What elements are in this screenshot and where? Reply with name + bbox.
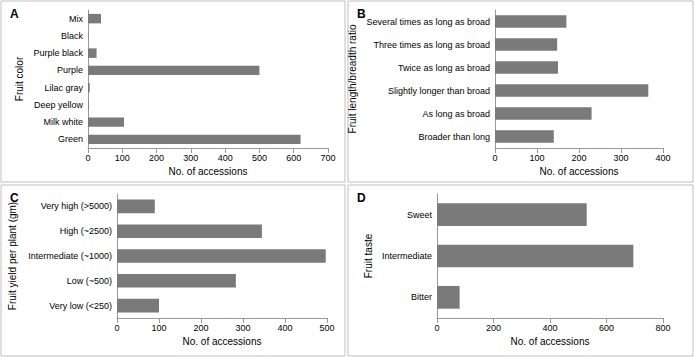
svg-text:Fruit color: Fruit color bbox=[14, 56, 25, 101]
svg-text:300: 300 bbox=[613, 153, 628, 163]
svg-text:100: 100 bbox=[529, 153, 544, 163]
svg-text:Lilac gray: Lilac gray bbox=[44, 83, 83, 93]
svg-text:Purple black: Purple black bbox=[33, 48, 83, 58]
svg-text:Three times as long as broad: Three times as long as broad bbox=[373, 40, 490, 50]
svg-text:No. of accessions: No. of accessions bbox=[511, 336, 590, 347]
svg-text:Very high (>5000): Very high (>5000) bbox=[41, 201, 112, 211]
svg-text:C: C bbox=[10, 191, 19, 205]
svg-text:600: 600 bbox=[286, 153, 301, 163]
svg-text:Sweet: Sweet bbox=[407, 210, 433, 220]
svg-text:0: 0 bbox=[434, 323, 439, 333]
svg-text:Intermediate (~1000): Intermediate (~1000) bbox=[28, 251, 112, 261]
svg-text:100: 100 bbox=[151, 323, 166, 333]
svg-text:No. of accessions: No. of accessions bbox=[540, 166, 619, 177]
svg-text:Deep yellow: Deep yellow bbox=[34, 100, 84, 110]
svg-text:0: 0 bbox=[85, 153, 90, 163]
svg-text:200: 200 bbox=[571, 153, 586, 163]
svg-text:Fruit length/breadth ratio: Fruit length/breadth ratio bbox=[347, 24, 358, 133]
svg-text:Bitter: Bitter bbox=[411, 292, 432, 302]
svg-text:200: 200 bbox=[193, 323, 208, 333]
svg-text:Intermediate: Intermediate bbox=[382, 251, 432, 261]
svg-text:Low (~500): Low (~500) bbox=[67, 276, 112, 286]
svg-text:No. of accessions: No. of accessions bbox=[169, 166, 248, 177]
svg-text:Broader than long: Broader than long bbox=[418, 132, 490, 142]
svg-text:300: 300 bbox=[235, 323, 250, 333]
svg-text:Purple: Purple bbox=[57, 65, 83, 75]
svg-text:Mix: Mix bbox=[69, 14, 83, 24]
svg-text:Milk white: Milk white bbox=[43, 117, 83, 127]
svg-text:0: 0 bbox=[492, 153, 497, 163]
svg-text:A: A bbox=[10, 7, 19, 21]
svg-text:500: 500 bbox=[319, 323, 334, 333]
svg-text:Black: Black bbox=[61, 31, 84, 41]
svg-text:600: 600 bbox=[599, 323, 614, 333]
svg-text:As long as broad: As long as broad bbox=[422, 109, 490, 119]
svg-text:700: 700 bbox=[320, 153, 335, 163]
svg-text:Very low (<250): Very low (<250) bbox=[49, 301, 112, 311]
svg-text:Green: Green bbox=[58, 134, 83, 144]
svg-text:No. of accessions: No. of accessions bbox=[183, 336, 262, 347]
svg-text:0: 0 bbox=[114, 323, 119, 333]
svg-text:D: D bbox=[357, 191, 366, 205]
svg-text:Fruit taste: Fruit taste bbox=[363, 233, 374, 278]
svg-text:100: 100 bbox=[115, 153, 130, 163]
svg-text:Several times as long as broad: Several times as long as broad bbox=[366, 17, 490, 27]
svg-text:Slightly longer than broad: Slightly longer than broad bbox=[388, 86, 490, 96]
svg-text:300: 300 bbox=[183, 153, 198, 163]
svg-text:B: B bbox=[357, 7, 366, 21]
svg-text:400: 400 bbox=[542, 323, 557, 333]
svg-text:800: 800 bbox=[655, 323, 670, 333]
svg-text:500: 500 bbox=[252, 153, 267, 163]
svg-text:400: 400 bbox=[655, 153, 670, 163]
svg-text:200: 200 bbox=[149, 153, 164, 163]
svg-text:High (~2500): High (~2500) bbox=[60, 226, 112, 236]
svg-text:200: 200 bbox=[486, 323, 501, 333]
svg-text:400: 400 bbox=[218, 153, 233, 163]
svg-text:400: 400 bbox=[277, 323, 292, 333]
svg-text:Fruit yield per plant (gm): Fruit yield per plant (gm) bbox=[7, 202, 18, 310]
svg-text:Twice as long as broad: Twice as long as broad bbox=[398, 63, 490, 73]
